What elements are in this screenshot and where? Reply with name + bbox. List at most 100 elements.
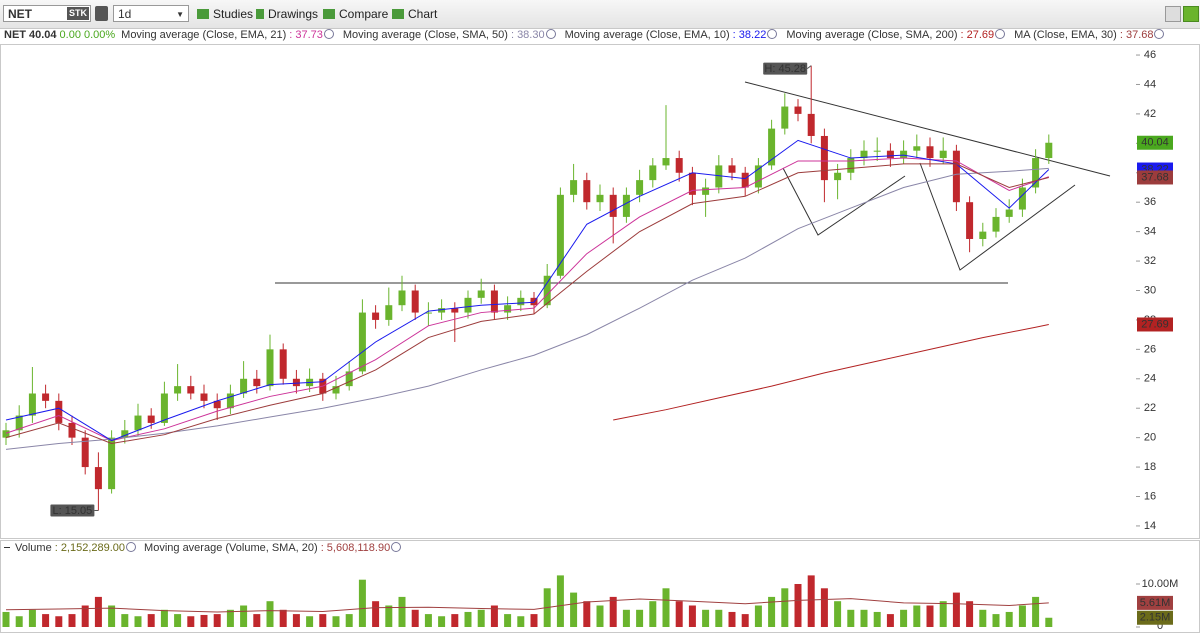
symbol-input[interactable]: NET STK xyxy=(3,5,91,22)
volume-bar xyxy=(345,614,353,627)
volume-bar xyxy=(385,605,393,627)
candle-body xyxy=(279,349,287,379)
volume-bar xyxy=(213,614,221,627)
candle-body xyxy=(200,393,208,401)
volume-bar xyxy=(2,611,10,627)
candles xyxy=(2,65,1053,511)
candle-body xyxy=(952,150,960,203)
candle-body xyxy=(1005,209,1013,217)
volume-bar xyxy=(702,609,710,627)
volume-bar xyxy=(807,575,815,627)
candle-body xyxy=(543,275,551,306)
volume-bar xyxy=(517,616,525,627)
remove-study xyxy=(767,29,778,39)
annotation-box xyxy=(50,504,95,517)
compare-button[interactable]: Compare xyxy=(323,7,388,21)
candle-body xyxy=(464,297,472,313)
price-pane xyxy=(0,44,1200,539)
candle-body xyxy=(728,165,736,173)
candle-body xyxy=(1018,187,1026,210)
candle-body xyxy=(266,349,274,387)
volume-bar xyxy=(939,601,947,627)
volume-bar xyxy=(253,614,261,627)
label: Drawings xyxy=(268,7,319,21)
volume-bar xyxy=(160,609,168,627)
candle-body xyxy=(28,393,36,416)
search-icon[interactable] xyxy=(95,6,108,21)
label: Chart xyxy=(408,7,438,21)
remove-study xyxy=(995,29,1006,39)
volume-bar xyxy=(952,592,960,627)
volume-bar xyxy=(754,605,762,627)
last-price: 40.04 xyxy=(29,29,57,41)
candle-body xyxy=(226,393,234,409)
candle-body xyxy=(15,415,23,431)
volume-badge-label: 5.61M xyxy=(1140,597,1171,609)
y-tick-label: 24 xyxy=(1144,373,1156,385)
candle-body xyxy=(121,430,129,438)
study-value: : 5,608,118.90 xyxy=(320,542,391,554)
candle-body xyxy=(913,146,921,151)
volume-ma-line xyxy=(5,598,1049,613)
candle-body xyxy=(886,150,894,159)
candle-body xyxy=(372,312,380,320)
volume-bar xyxy=(636,609,644,627)
volume-bar xyxy=(411,609,419,627)
candle-body xyxy=(385,305,393,320)
volume-bar xyxy=(926,605,934,627)
y-tick-label: 44 xyxy=(1144,78,1156,90)
study-name: Moving average (Close, SMA, 50) xyxy=(342,29,508,41)
volume-bar xyxy=(728,611,736,627)
volume-badge xyxy=(1137,610,1173,625)
volume-bar xyxy=(200,614,208,627)
settings-button[interactable] xyxy=(1183,6,1199,22)
candle-body xyxy=(847,158,855,173)
change-pct: 0.00% xyxy=(83,29,116,41)
volume-bar xyxy=(1018,605,1026,627)
candle-body xyxy=(160,393,168,423)
candle-body xyxy=(424,312,432,314)
volume-bar xyxy=(979,609,987,627)
candle-body xyxy=(688,172,696,195)
drawings-button[interactable]: Drawings xyxy=(256,7,318,21)
studies-button[interactable]: Studies xyxy=(197,7,253,21)
candle-body xyxy=(68,422,76,438)
annotation-label: L: 15.05 xyxy=(53,505,93,517)
candle-body xyxy=(42,393,50,401)
volume-bar xyxy=(332,616,340,627)
volume-bar xyxy=(966,601,974,627)
collapse-button[interactable] xyxy=(1165,6,1181,22)
study-value: : 37.73 xyxy=(289,29,323,41)
volume-bar xyxy=(1032,596,1040,627)
candle-body xyxy=(873,150,881,152)
volume-bar xyxy=(240,605,248,627)
volume-bar xyxy=(609,596,617,627)
candle-body xyxy=(966,202,974,239)
volume-bar xyxy=(68,614,76,627)
volume-legend: Volume: 2,152,289.00 Moving average (Volu… xyxy=(4,541,409,555)
candle-body xyxy=(358,312,366,372)
y-tick-label: 32 xyxy=(1144,255,1156,267)
volume-bar xyxy=(900,609,908,627)
volume-bar xyxy=(992,614,1000,627)
toolbar: NET STK 1d ▼ Studies Drawings Compare Char… xyxy=(0,0,1200,29)
label: Studies xyxy=(213,7,254,21)
volume-bar xyxy=(649,601,657,627)
volume-bar xyxy=(81,605,89,627)
volume-bar xyxy=(279,609,287,627)
interval-select[interactable]: 1d ▼ xyxy=(113,5,189,22)
symbol: NET xyxy=(8,7,32,21)
candle-body xyxy=(662,158,670,166)
volume-bar xyxy=(108,605,116,627)
remove-study xyxy=(1154,29,1165,39)
label: Compare xyxy=(339,7,389,21)
chart-button[interactable]: Chart xyxy=(392,7,437,21)
ma-line xyxy=(5,139,1050,442)
candle-body xyxy=(900,150,908,159)
volume-badge-label: 2.15M xyxy=(1140,612,1171,624)
volume-badge xyxy=(1137,595,1173,610)
remove-study xyxy=(323,29,334,39)
ma-badge-label: 27.69 xyxy=(1141,318,1169,330)
candle-body xyxy=(504,305,512,313)
candle-body xyxy=(583,180,591,203)
